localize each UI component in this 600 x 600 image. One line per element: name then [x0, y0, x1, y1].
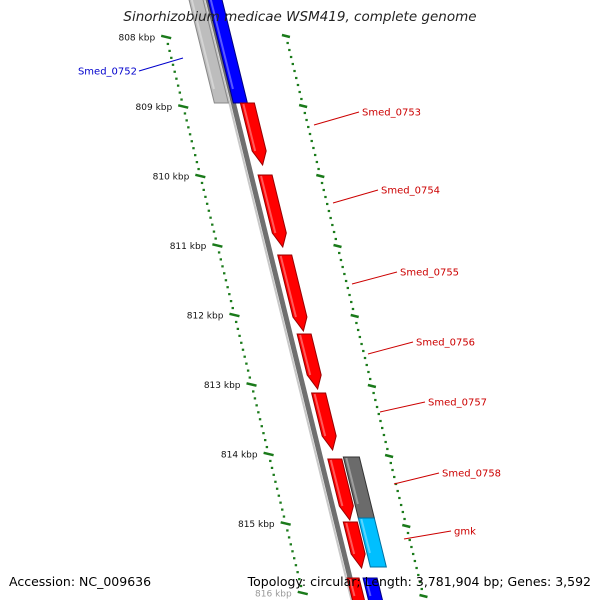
gene-gmk[interactable]: [342, 521, 366, 570]
ruler-tick-label: 814 kbp: [221, 451, 258, 461]
leader-line-smed-0758: [393, 472, 440, 485]
gene-smed-0755[interactable]: [277, 254, 308, 333]
gene-smed-0757[interactable]: [310, 392, 337, 452]
gene-smed-0758[interactable]: [327, 458, 354, 522]
leader-line-smed-0756: [367, 341, 414, 355]
gene-label-smed-0756[interactable]: Smed_0756: [416, 338, 475, 349]
gene-label-smed-0758[interactable]: Smed_0758: [442, 469, 501, 480]
ruler-tick: [160, 34, 172, 40]
gene-smed-0753-shine: [242, 103, 257, 152]
gene-label-layer: Smed_0752 Smed_0753 Smed_0754 Smed_0755 Smed…: [78, 57, 501, 540]
gene-label-smed-0757[interactable]: Smed_0757: [428, 398, 487, 409]
ruler-tick: [384, 453, 394, 459]
ruler-tick-label: 808 kbp: [118, 34, 155, 44]
genome-backbone-highlight: [203, 0, 353, 600]
leader-line-smed-0752: [138, 57, 184, 72]
gene-gmk-shine: [345, 522, 356, 555]
gene-partial-forward[interactable]: [346, 577, 367, 600]
gene-label-smed-0755[interactable]: Smed_0755: [400, 268, 459, 279]
ruler-tick: [297, 590, 309, 596]
ruler-tick: [333, 243, 342, 249]
gene-partial-forward-shine: [349, 578, 356, 597]
gene-gmk-selected-shine: [360, 518, 371, 554]
gene-smed-0752-shine: [209, 0, 234, 90]
genome-title: Sinorhizobium medicae WSM419, complete g…: [123, 9, 477, 25]
gene-smed-0753[interactable]: [239, 102, 267, 167]
leader-line-smed-0757: [379, 401, 426, 413]
ruler-tick: [316, 173, 325, 179]
ruler-tick: [280, 521, 291, 526]
ruler-tick-label: 816 kbp: [255, 590, 292, 600]
genome-summary-text: Topology: circular; Length: 3,781,904 bp…: [247, 574, 591, 589]
gene-label-gmk[interactable]: gmk: [454, 527, 476, 538]
ruler-tick: [401, 523, 411, 529]
gene-smed-0754-shine: [260, 175, 277, 234]
ruler-tick: [298, 103, 308, 109]
leader-line-smed-0753: [313, 111, 360, 126]
ruler-tick-label: 811 kbp: [170, 242, 207, 252]
gene-smed-0757-shine: [313, 393, 327, 437]
gene-smed-0758-companion-shine: [345, 457, 359, 505]
ruler-tick: [246, 382, 257, 387]
gene-label-smed-0754[interactable]: Smed_0754: [381, 186, 440, 197]
ruler-tick: [367, 383, 377, 389]
leader-line-smed-0754: [332, 189, 379, 204]
ruler-tick: [263, 451, 274, 457]
accession-text: Accession: NC_009636: [9, 574, 152, 589]
gene-smed-0754[interactable]: [257, 174, 287, 249]
gene-smed-0752-shadow[interactable]: [187, 0, 230, 104]
gene-gmk-selected[interactable]: [357, 517, 387, 568]
ruler-tick-label: 815 kbp: [238, 520, 275, 530]
ruler-tick: [195, 173, 206, 179]
ruler-tick-label: 813 kbp: [204, 381, 241, 391]
gene-smed-0752-shadow-shine: [190, 0, 215, 90]
gene-smed-0756[interactable]: [296, 333, 322, 391]
leader-line-gmk: [403, 530, 452, 540]
ruler-layer: 808 kbp 809 kbp 810 kbp 811 kbp 812 kbp 813 k…: [118, 33, 428, 600]
ruler-tick-label: 810 kbp: [153, 173, 190, 183]
gene-label-smed-0753[interactable]: Smed_0753: [362, 108, 421, 119]
ruler-tick: [419, 593, 428, 599]
ruler-tick-label: 812 kbp: [187, 312, 224, 322]
gene-partial-reverse-shine: [365, 578, 372, 597]
gene-smed-0758-shine: [329, 459, 344, 507]
ruler-tick-label: 809 kbp: [136, 103, 173, 113]
ruler-tick: [229, 312, 240, 318]
gene-partial-reverse[interactable]: [362, 577, 385, 600]
ruler-tick: [177, 104, 189, 109]
gene-smed-0756-shine: [299, 334, 312, 376]
gene-layer: [187, 0, 387, 600]
gene-smed-0755-shine: [279, 255, 297, 318]
leader-line-smed-0755: [351, 271, 398, 285]
gene-label-smed-0752[interactable]: Smed_0752: [78, 67, 137, 78]
ruler-tick: [281, 33, 291, 39]
ruler-tick: [212, 243, 223, 248]
ruler-tick: [350, 313, 360, 319]
